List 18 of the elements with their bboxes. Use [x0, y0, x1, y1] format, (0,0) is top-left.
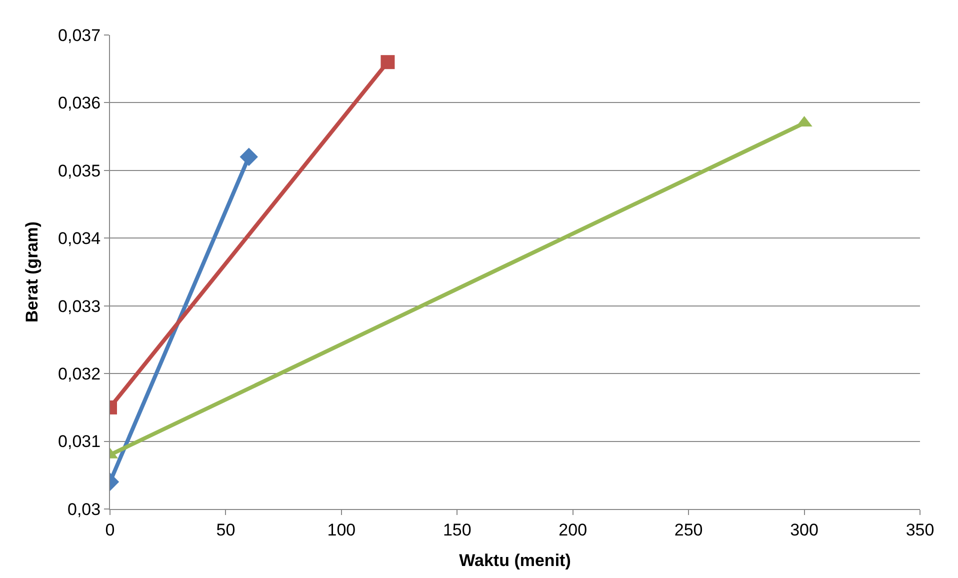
x-axis-title: Waktu (menit)	[459, 550, 571, 570]
x-tick-label: 100	[327, 520, 356, 540]
y-tick-label: 0,03	[68, 500, 101, 519]
x-tick-label: 150	[442, 520, 472, 540]
y-tick-label: 0,031	[58, 432, 101, 452]
x-tick-label: 350	[906, 520, 934, 540]
x-tick-label: 300	[790, 520, 818, 540]
x-tick-label: 0	[105, 520, 115, 540]
y-tick-label: 0,037	[58, 26, 101, 45]
y-tick-label: 0,033	[58, 296, 101, 316]
x-tick-label: 200	[558, 520, 588, 540]
x-tick-label: 250	[674, 520, 703, 540]
y-tick-label: 0,032	[58, 364, 101, 384]
y-tick-label: 0,034	[58, 229, 101, 248]
y-tick-label: 0,035	[58, 161, 101, 180]
y-tick-label: 0,036	[58, 94, 101, 113]
x-tick-label: 50	[216, 520, 236, 540]
y-axis-title: Berat (gram)	[22, 221, 42, 323]
